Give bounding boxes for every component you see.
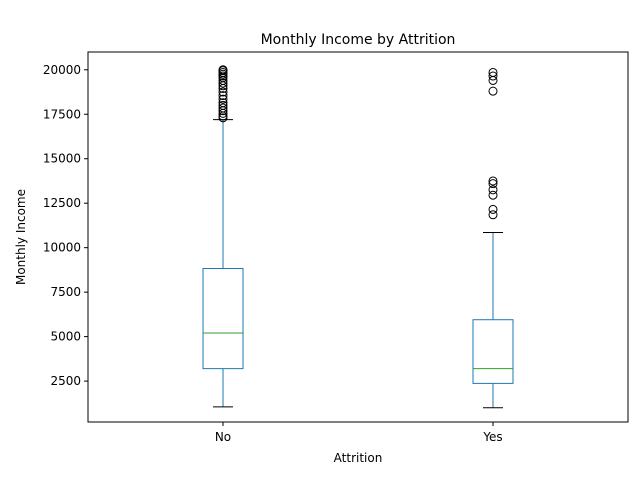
y-tick-label: 5000: [50, 330, 81, 344]
outlier-point: [488, 185, 498, 195]
outlier-point: [488, 210, 498, 220]
y-axis-title: Monthly Income: [14, 189, 28, 285]
x-axis-title: Attrition: [334, 451, 383, 465]
y-tick-label: 12500: [43, 196, 81, 210]
outlier-point: [218, 87, 228, 97]
outlier-point: [488, 71, 498, 81]
box-group-yes: [472, 67, 514, 409]
outlier-point: [488, 190, 498, 200]
y-tick-label: 2500: [50, 374, 81, 388]
y-tick-label: 17500: [43, 107, 81, 121]
chart-title: Monthly Income by Attrition: [261, 32, 456, 48]
outlier-point: [488, 179, 498, 189]
axes-frame: [87, 51, 629, 423]
outlier-point: [488, 176, 498, 186]
outlier-point: [488, 86, 498, 96]
outlier-point: [218, 98, 228, 108]
outlier-point: [218, 94, 228, 104]
outlier-point: [488, 204, 498, 214]
outlier-point: [218, 100, 228, 110]
box-group-no: [202, 65, 244, 408]
y-tick-label: 10000: [43, 241, 81, 255]
outlier-point: [218, 65, 228, 75]
iqr-box: [472, 319, 514, 384]
iqr-box: [202, 267, 244, 370]
y-tick-label: 7500: [50, 285, 81, 299]
outlier-point: [488, 67, 498, 77]
outlier-point: [218, 103, 228, 113]
plot-area: [202, 65, 514, 409]
outlier-point: [218, 78, 228, 88]
y-tick-label: 15000: [43, 152, 81, 166]
x-tick-label: Yes: [482, 430, 502, 444]
outlier-point: [218, 91, 228, 101]
x-tick-label: No: [215, 430, 231, 444]
y-tick-label: 20000: [43, 63, 81, 77]
